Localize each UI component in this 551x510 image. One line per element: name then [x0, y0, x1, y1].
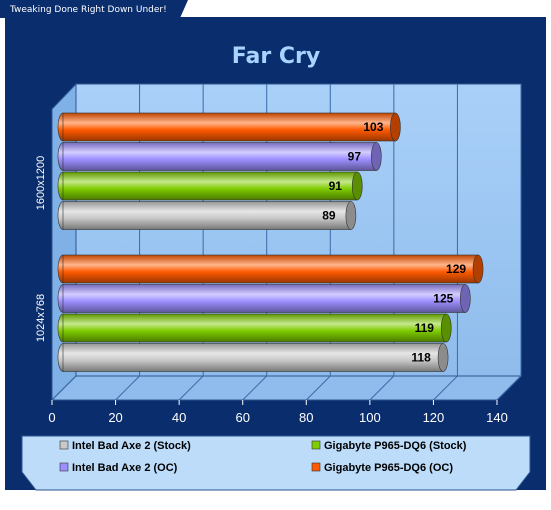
data-label: 118 [411, 351, 431, 365]
legend-item-gigabyte-p965-dq6-oc: Gigabyte P965-DQ6 (OC) [311, 462, 453, 474]
data-label: 97 [348, 150, 362, 164]
legend-label: Gigabyte P965-DQ6 (Stock) [324, 440, 467, 452]
bar-1024x768-gigabyte-p965-dq6-stock [57, 313, 452, 343]
data-label: 91 [329, 179, 343, 193]
legend-swatch [59, 462, 69, 472]
x-tick-label: 80 [299, 410, 313, 425]
legend-item-intel-bad-axe-2-stock: Intel Bad Axe 2 (Stock) [59, 440, 191, 452]
legend: Intel Bad Axe 2 (Stock) Gigabyte P965-DQ6… [59, 440, 467, 474]
bar-1024x768-intel-bad-axe-2-oc [57, 284, 471, 313]
x-tick-label: 120 [423, 410, 445, 425]
legend-label: Intel Bad Axe 2 (OC) [72, 462, 178, 474]
bar-1024x768-intel-bad-axe-2-stock [57, 343, 449, 372]
floor-gridline [433, 375, 458, 401]
data-label: 103 [363, 120, 383, 134]
floor-gridline [496, 375, 522, 401]
floor-gridline [305, 375, 331, 401]
chart-title: Far Cry [232, 44, 320, 69]
plot-floor [50, 375, 523, 401]
legend-swatch [311, 462, 321, 472]
floor-gridline [115, 375, 140, 401]
floor-gridline [369, 375, 395, 401]
bars: 103 97 91 89 129 125 119 118 [57, 112, 484, 372]
banner-tab [0, 0, 188, 18]
category-label-1024x768: 1024x768 [35, 294, 47, 342]
bar-1600x1200-gigabyte-p965-dq6-oc [57, 112, 401, 142]
bar-1600x1200-intel-bad-axe-2-stock [57, 201, 357, 230]
bar-1600x1200-gigabyte-p965-dq6-stock [57, 171, 363, 201]
legend-label: Gigabyte P965-DQ6 (OC) [324, 462, 453, 474]
category-label-1600x1200: 1600x1200 [35, 156, 47, 210]
x-axis-ticks: 0 20 40 60 80 100 120 140 [48, 400, 508, 425]
legend-item-gigabyte-p965-dq6-stock: Gigabyte P965-DQ6 (Stock) [311, 440, 467, 452]
floor-grid-lines [51, 375, 522, 401]
bar-1024x768-gigabyte-p965-dq6-oc [57, 254, 484, 284]
x-tick-label: 20 [108, 410, 122, 425]
data-label: 129 [446, 262, 466, 276]
floor-gridline [178, 375, 204, 401]
x-tick-label: 60 [235, 410, 249, 425]
legend-item-intel-bad-axe-2-oc: Intel Bad Axe 2 (OC) [59, 462, 178, 474]
x-tick-label: 40 [172, 410, 186, 425]
data-label: 89 [322, 209, 336, 223]
x-tick-label: 0 [48, 410, 55, 425]
x-tick-label: 100 [359, 410, 381, 425]
legend-label: Intel Bad Axe 2 (Stock) [72, 440, 191, 452]
legend-swatch [311, 440, 321, 450]
floor-gridline [51, 375, 77, 401]
x-tick-label: 140 [486, 410, 508, 425]
floor-gridline [242, 375, 268, 401]
data-label: 119 [415, 321, 435, 335]
data-label: 125 [433, 292, 453, 306]
legend-swatch [59, 440, 69, 450]
banner-tagline: Tweaking Done Right Down Under! [9, 5, 167, 15]
legend-panel [21, 435, 531, 491]
bar-1600x1200-intel-bad-axe-2-oc [57, 142, 382, 171]
